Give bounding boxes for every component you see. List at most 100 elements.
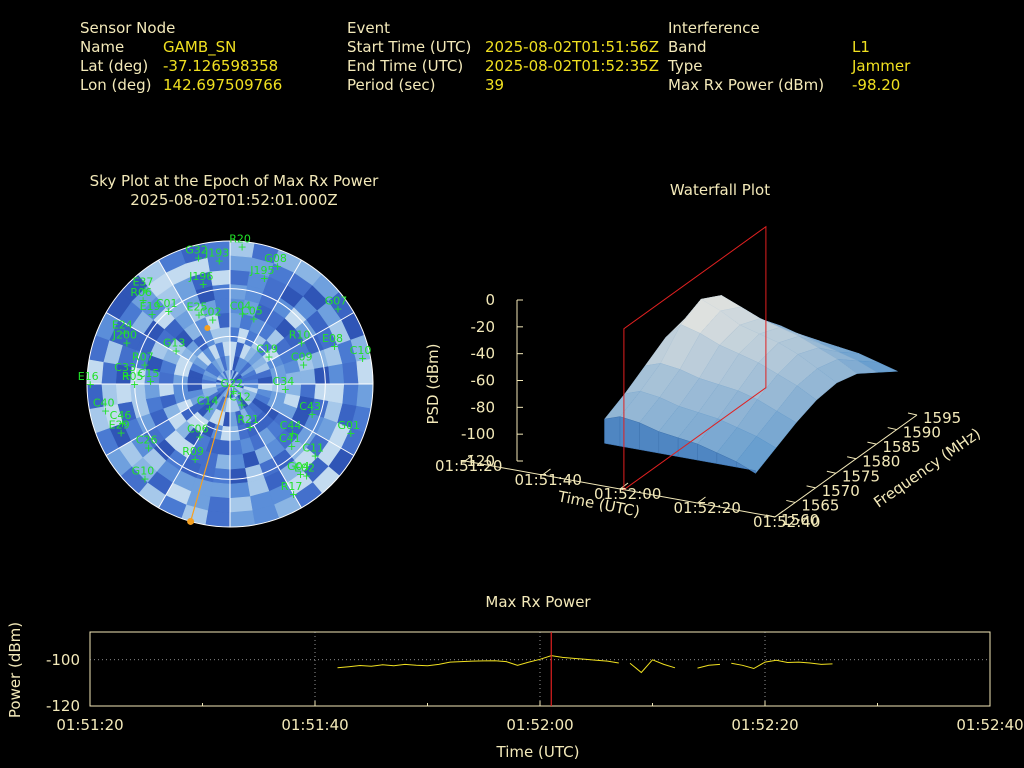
satellite-label: G01 [338,419,361,432]
waterfall-surface [603,295,898,474]
sky-tile [229,482,251,499]
interference-heading: Interference [668,19,760,37]
satellite-c46: +C46 [110,409,132,430]
wf-time-tick-label: 01:52:40 [753,513,820,531]
satellite-marker: + [123,369,132,382]
satellite-marker: + [287,440,296,453]
sky-spoke [158,425,207,509]
sky-tile [115,383,132,405]
sensor-lon-label: Lon (deg) [80,76,152,94]
satellite-label: C06 [187,422,209,435]
sky-tile [229,254,253,272]
wf-time-tick [464,454,474,462]
sensor-lon-value: 142.697509766 [163,76,283,94]
satellite-label: C02 [200,306,222,319]
satellite-marker: + [117,426,126,439]
sky-tile [229,283,248,300]
event-period-label: Period (sec) [347,76,436,94]
satellite-label: R10 [289,329,311,342]
satellite-marker: + [140,358,149,371]
satellite-r05: +R05 [122,370,144,391]
satellite-label: R09 [182,445,204,458]
wf-z-tick-label: -120 [461,452,495,470]
wf-freq-tick [786,499,796,503]
interference-panel: Interference Band L1 Type Jammer Max Rx … [668,19,948,99]
satellite-g04: +G04 [287,460,310,481]
wf-freq-axis [774,414,918,518]
maxrx-plot: 01:51:20 01:51:40 01:52:00 01:52:20 01:52:40… [6,622,1024,761]
satellite-marker: + [229,385,238,398]
interference-type-value: Jammer [852,57,911,75]
satellite-marker: + [333,302,342,315]
sky-tile [229,269,251,286]
wf-freq-tick [867,441,877,445]
satellite-e08: +E08 [322,332,343,353]
maxrx-x-tick-label: 01:52:40 [956,716,1023,734]
sky-tile [356,383,373,410]
skyplot-title: Sky Plot at the Epoch of Max Rx Power [89,172,379,190]
satellite-marker: + [205,402,214,415]
sky-spoke [271,312,355,361]
satellite-r21: +R21 [237,413,259,434]
satellite-c05: +C05 [241,304,263,325]
satellite-r07: +R07 [132,350,154,371]
wf-freq-tick-label: 1575 [842,467,880,485]
satellite-e37: +E37 [132,276,153,297]
interference-band-value: L1 [852,38,870,56]
satellite-label: E19 [140,300,161,313]
maxrx-line-segment [629,659,676,674]
satellite-c26: +C26 [136,434,158,455]
satellite-marker: + [249,312,258,325]
satellite-marker: + [237,399,246,412]
wf-freq-tick-label: 1570 [822,482,860,500]
satellite-label: C04 [230,300,252,313]
satellite-c04: +C04 [230,300,252,321]
satellite-c06: +C06 [187,422,209,443]
satellite-layer: +R20+G32+J193+G08+J195+J196+E37+R06+G07+… [78,232,372,501]
satellite-label: C46 [110,409,132,422]
sky-tile [342,383,360,407]
satellite-e29: +E29 [109,418,130,439]
wf-freq-tick [806,485,816,489]
wf-freq-tick [765,514,776,518]
maxrx-x-tick-label: 01:52:20 [731,716,798,734]
satellite-label: J195 [249,264,274,277]
satellite-g07: +G07 [325,294,348,315]
satellite-c15: +C15 [138,367,160,388]
satellite-marker: + [101,404,110,417]
satellite-c10: +C10 [350,344,372,365]
satellite-c14: +C14 [197,394,219,415]
satellite-marker: + [358,352,367,365]
sky-spoke [271,407,355,456]
maxrx-title: Max Rx Power [485,593,591,611]
sky-tile [300,368,317,385]
satellite-label: G10 [132,464,155,477]
satellite-e02: +E02 [294,461,315,482]
satellite-label: R07 [132,350,154,363]
maxrx-x-axis-label: Time (UTC) [496,743,580,761]
satellite-c41: +C41 [279,432,301,453]
sky-tile [229,468,248,485]
satellite-marker: + [346,427,355,440]
sky-tile [87,383,104,410]
maxrx-y-tick-label: -100 [46,651,80,669]
wf-z-tick-label: -40 [471,345,496,363]
maxrx-labels: 01:51:20 01:51:40 01:52:00 01:52:20 01:52:40… [6,622,1024,761]
wf-z-tick-label: -60 [471,372,496,390]
wf-time-tick-label: 01:52:00 [594,485,661,503]
wf-freq-tick [826,470,836,474]
satellite-c34: +C34 [273,375,295,396]
satellite-label: G32 [185,244,208,257]
satellite-marker: + [237,240,246,253]
wf-cursor-plane [623,225,767,491]
maxrx-line-segment [697,663,721,669]
satellite-marker: + [302,469,311,482]
waterfall-axes [464,299,918,518]
satellite-r20: +R20 [229,232,251,253]
satellite-marker: + [330,340,339,353]
maxrx-x-tick-label: 01:51:20 [56,716,123,734]
wf-freq-tick-label: 1580 [862,453,900,471]
satellite-label: G08 [264,252,287,265]
satellite-marker: + [273,260,282,273]
satellite-c11: +C11 [302,441,324,462]
